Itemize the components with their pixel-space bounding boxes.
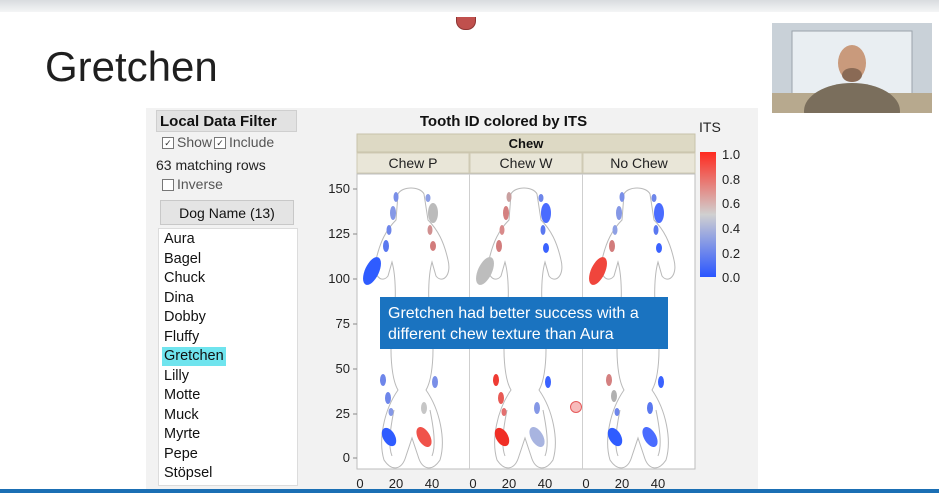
chart-title: Tooth ID colored by ITS	[419, 113, 588, 130]
x-tick-label: 20	[615, 476, 629, 491]
checkbox-icon	[162, 179, 174, 192]
list-item-myrte[interactable]: Myrte	[164, 426, 201, 442]
tooth-map-no-chew	[589, 187, 676, 469]
list-item-lilly[interactable]: Lilly	[164, 367, 189, 384]
inverse-label: Inverse	[177, 176, 223, 192]
window-bottom-bar	[0, 489, 939, 493]
list-item-fluffy[interactable]: Fluffy	[164, 328, 200, 345]
list-item-pepe[interactable]: Pepe	[164, 445, 198, 462]
panel-header-chew-p	[356, 152, 470, 174]
dog-name-column-button[interactable]: Dog Name (13)	[160, 200, 294, 225]
list-item-muck[interactable]: Muck	[164, 406, 199, 423]
list-item-chuck[interactable]: Chuck	[164, 270, 206, 286]
checkmark-icon: ✓	[162, 137, 174, 150]
x-tick-label: 20	[389, 476, 403, 491]
legend-tick-label: 0.8	[722, 172, 740, 187]
list-item-aura[interactable]: Aura	[164, 231, 195, 247]
matching-rows-count: 63 matching rows	[156, 157, 266, 173]
y-tick-label: 75	[336, 316, 350, 331]
x-tick-label: 40	[425, 476, 439, 491]
checkmark-icon: ✓	[214, 137, 226, 150]
its-color-legend-bar	[700, 152, 716, 277]
y-tick-label: 50	[336, 361, 350, 376]
include-label: Include	[229, 134, 275, 150]
y-tick-label: 125	[328, 226, 350, 241]
inverse-checkbox[interactable]: Inverse	[162, 176, 223, 192]
x-tick-label: 40	[538, 476, 552, 491]
x-tick-label: 0	[469, 476, 476, 491]
dog-name-list[interactable]: Aura Bagel Chuck Dina Dobby Fluffy Gretc…	[158, 228, 298, 486]
list-item-motte[interactable]: Motte	[164, 387, 201, 403]
legend-title: ITS	[699, 119, 721, 135]
webcam-presenter-video	[772, 23, 932, 113]
y-tick-label: 150	[328, 181, 350, 196]
list-item-gretchen-selected[interactable]: Gretchen	[162, 347, 226, 366]
x-tick-label: 20	[502, 476, 516, 491]
panel-header-chew-w	[469, 152, 583, 174]
chew-group-header	[356, 133, 696, 153]
panel-header-no-chew	[582, 152, 696, 174]
y-tick-label: 25	[336, 406, 350, 421]
list-item-bagel[interactable]: Bagel	[164, 250, 202, 267]
list-item-dina[interactable]: Dina	[164, 289, 194, 306]
show-checkbox[interactable]: ✓ Show	[162, 134, 212, 150]
chew-group-label: Chew	[509, 136, 545, 151]
local-data-filter-header[interactable]: Local Data Filter	[156, 110, 297, 132]
callout-annotation: Gretchen had better success with a diffe…	[380, 297, 668, 349]
legend-tick-label: 0.6	[722, 196, 740, 211]
panel-label-chew-w: Chew W	[500, 155, 554, 171]
panel-label-chew-p: Chew P	[388, 155, 437, 171]
x-tick-label: 0	[582, 476, 589, 491]
legend-tick-label: 0.4	[722, 221, 740, 236]
slide-title: Gretchen	[45, 43, 218, 90]
legend-tick-label: 1.0	[722, 147, 740, 162]
record-indicator-icon	[456, 17, 476, 30]
tooth-map-chew-w	[476, 187, 563, 469]
legend-tick-label: 0.0	[722, 270, 740, 285]
list-item-dobby[interactable]: Dobby	[164, 309, 206, 325]
x-tick-label: 0	[356, 476, 363, 491]
mouse-cursor-icon	[570, 401, 582, 413]
panel-label-no-chew: No Chew	[610, 155, 668, 171]
x-tick-label: 40	[651, 476, 665, 491]
tooth-map-chew-p	[363, 187, 450, 469]
list-item-stopsel[interactable]: Stöpsel	[164, 465, 213, 481]
show-label: Show	[177, 134, 213, 150]
y-tick-label: 100	[328, 271, 350, 286]
window-top-bar	[0, 0, 939, 12]
legend-tick-label: 0.2	[722, 246, 740, 261]
y-tick-label: 0	[343, 450, 350, 465]
include-checkbox[interactable]: ✓ Include	[214, 134, 274, 150]
